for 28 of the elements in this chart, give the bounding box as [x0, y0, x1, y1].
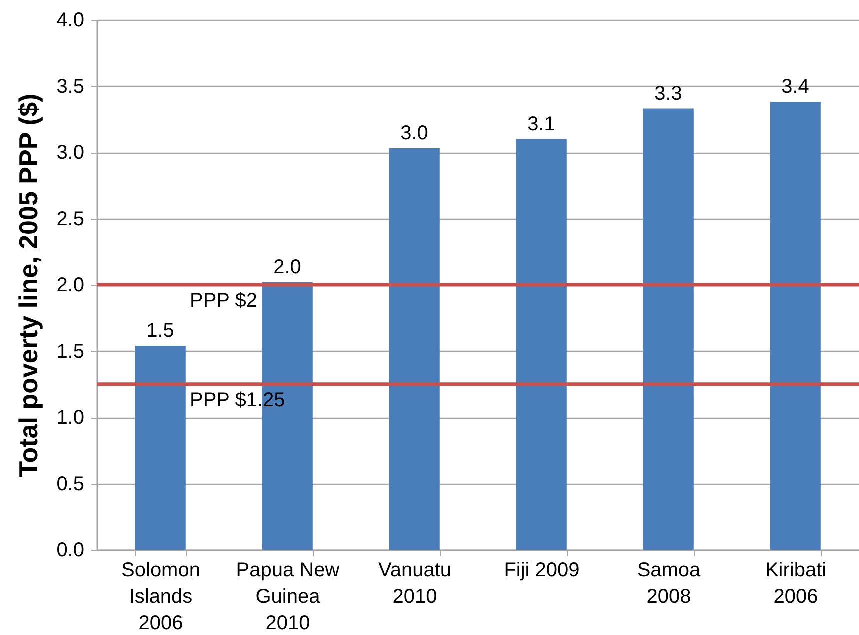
y-tick-label: 0.0 — [56, 540, 84, 562]
data-label: 3.0 — [400, 122, 428, 145]
y-tick-label: 0.5 — [56, 473, 84, 496]
data-label: 3.3 — [654, 82, 682, 105]
bar — [516, 139, 567, 550]
data-label: 2.0 — [274, 256, 302, 278]
y-tick-label: 3.0 — [56, 142, 84, 164]
y-tick-label: 2.0 — [56, 274, 84, 296]
y-tick-label: 1.5 — [56, 340, 84, 363]
ref-line-label: PPP $2 — [190, 290, 258, 312]
bar — [389, 148, 440, 550]
data-label: 3.1 — [528, 113, 556, 136]
x-tick-label: Solomon Islands 2006 — [122, 560, 200, 634]
data-label: 1.5 — [146, 320, 174, 342]
y-tick-label: 2.5 — [56, 208, 84, 230]
y-tick-label: 3.5 — [56, 76, 84, 98]
data-label: 3.4 — [782, 76, 810, 98]
bar — [770, 102, 821, 550]
x-tick-label: Kiribati 2006 — [765, 560, 827, 608]
x-tick-label: Fiji 2009 — [504, 560, 580, 582]
y-tick-label: 1.0 — [56, 407, 84, 429]
y-axis-title: Total poverty line, 2005 PPP ($) — [14, 94, 44, 478]
x-tick-label: Vanuatu 2010 — [378, 560, 452, 608]
bar — [643, 108, 694, 550]
y-tick-label: 4.0 — [56, 10, 84, 32]
x-tick-label: Samoa 2008 — [637, 560, 702, 608]
bar — [135, 346, 186, 550]
x-tick-label: Papua New Guinea 2010 — [236, 560, 340, 634]
